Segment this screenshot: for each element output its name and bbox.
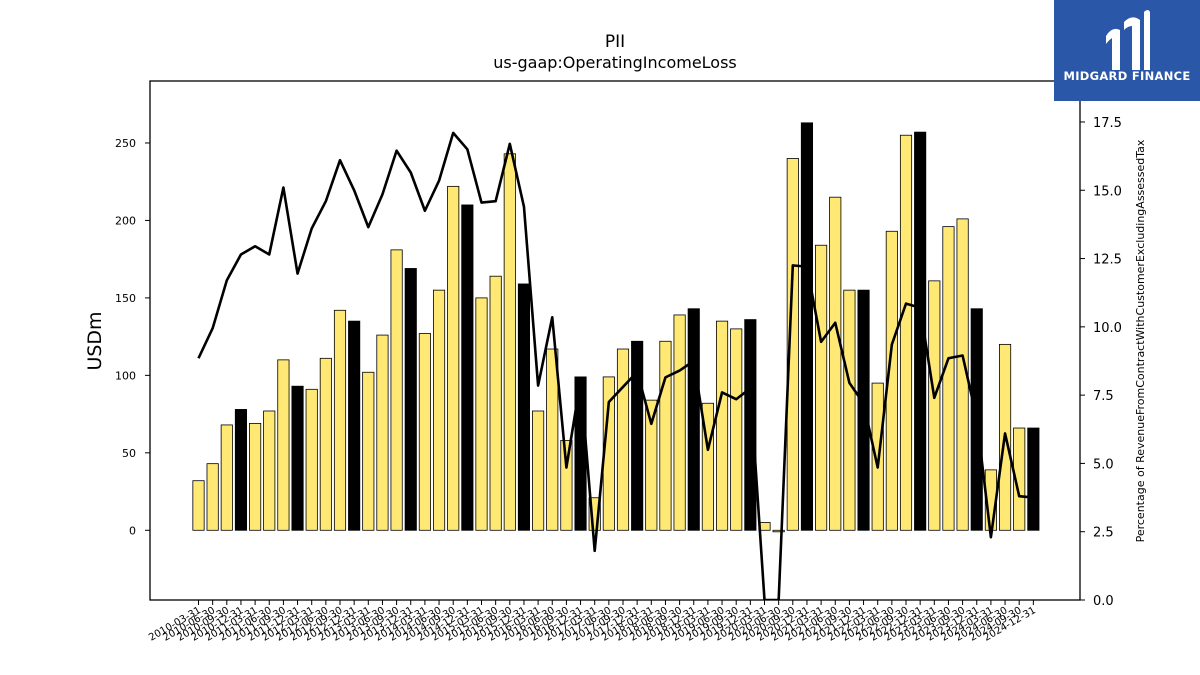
bar	[857, 289, 870, 531]
bar	[192, 480, 205, 531]
bar	[234, 409, 248, 531]
bar	[503, 153, 516, 531]
bar	[786, 158, 799, 531]
bar	[532, 410, 545, 531]
y2-tick-label: 0.0	[1093, 594, 1114, 609]
bar	[418, 333, 431, 531]
bar	[291, 385, 304, 531]
bar	[1013, 427, 1026, 531]
y-tick-label: 150	[115, 292, 136, 305]
bar	[956, 218, 969, 531]
bar	[616, 348, 630, 531]
bar	[333, 309, 347, 531]
y2-axis-label: Percentage of RevenueFromContractWithCus…	[1134, 139, 1147, 542]
bar	[319, 357, 332, 531]
series-line	[197, 131, 1034, 600]
y2-tick-label: 2.5	[1093, 526, 1114, 541]
bar	[885, 230, 898, 531]
y2-tick-label: 7.5	[1093, 389, 1114, 404]
y-tick-label: 0	[129, 524, 136, 537]
y2-tick-label: 15.0	[1093, 184, 1122, 199]
plot-area	[192, 122, 1040, 600]
bar	[220, 424, 233, 531]
bar	[843, 289, 856, 531]
logo-text: MIDGARD FINANCE	[1063, 69, 1191, 83]
bar	[800, 122, 814, 531]
bar	[390, 249, 403, 531]
bar	[744, 319, 757, 531]
bar	[362, 371, 375, 531]
bar	[645, 399, 658, 531]
y2-tick-label: 12.5	[1093, 253, 1122, 268]
y2-tick-label: 17.5	[1093, 116, 1122, 131]
bar	[348, 320, 361, 531]
bar	[249, 422, 262, 531]
bar	[546, 348, 559, 531]
bar	[673, 314, 686, 531]
y-axis-label: USDm	[84, 311, 106, 370]
bar	[277, 359, 290, 531]
y2-tick-label: 5.0	[1093, 457, 1114, 472]
bar	[560, 440, 573, 531]
bar	[687, 308, 700, 531]
bar	[659, 340, 672, 531]
bar	[914, 131, 927, 531]
y-tick-label: 100	[115, 369, 136, 382]
bar	[942, 226, 955, 531]
plot-frame	[149, 80, 1081, 601]
chart-subtitle: us-gaap:OperatingIncomeLoss	[493, 53, 737, 72]
y-tick-label: 250	[115, 137, 136, 150]
bar	[631, 340, 644, 531]
bar	[1027, 427, 1040, 531]
bar	[376, 334, 389, 531]
y-tick-label: 50	[122, 447, 136, 460]
y2-tick-label: 10.0	[1093, 321, 1122, 336]
bar	[206, 463, 219, 531]
bar	[475, 297, 488, 531]
bar	[829, 196, 842, 531]
bar	[404, 268, 417, 531]
bar	[461, 204, 474, 531]
y-tick-label: 200	[115, 214, 136, 227]
bar	[815, 244, 828, 531]
bar	[305, 388, 318, 531]
bar	[899, 134, 913, 531]
bar	[928, 280, 941, 531]
bar	[772, 529, 785, 533]
bar	[447, 185, 460, 531]
brand-logo: MIDGARD FINANCE	[1054, 0, 1200, 101]
chart-title: PII	[604, 32, 626, 52]
bar	[489, 275, 502, 531]
bar	[263, 410, 276, 531]
bar	[588, 497, 601, 531]
bar	[715, 320, 729, 531]
bar	[517, 283, 531, 531]
logo-mark-icon	[1106, 10, 1150, 70]
bar	[432, 289, 446, 531]
bar	[701, 402, 714, 531]
bar	[730, 328, 743, 531]
